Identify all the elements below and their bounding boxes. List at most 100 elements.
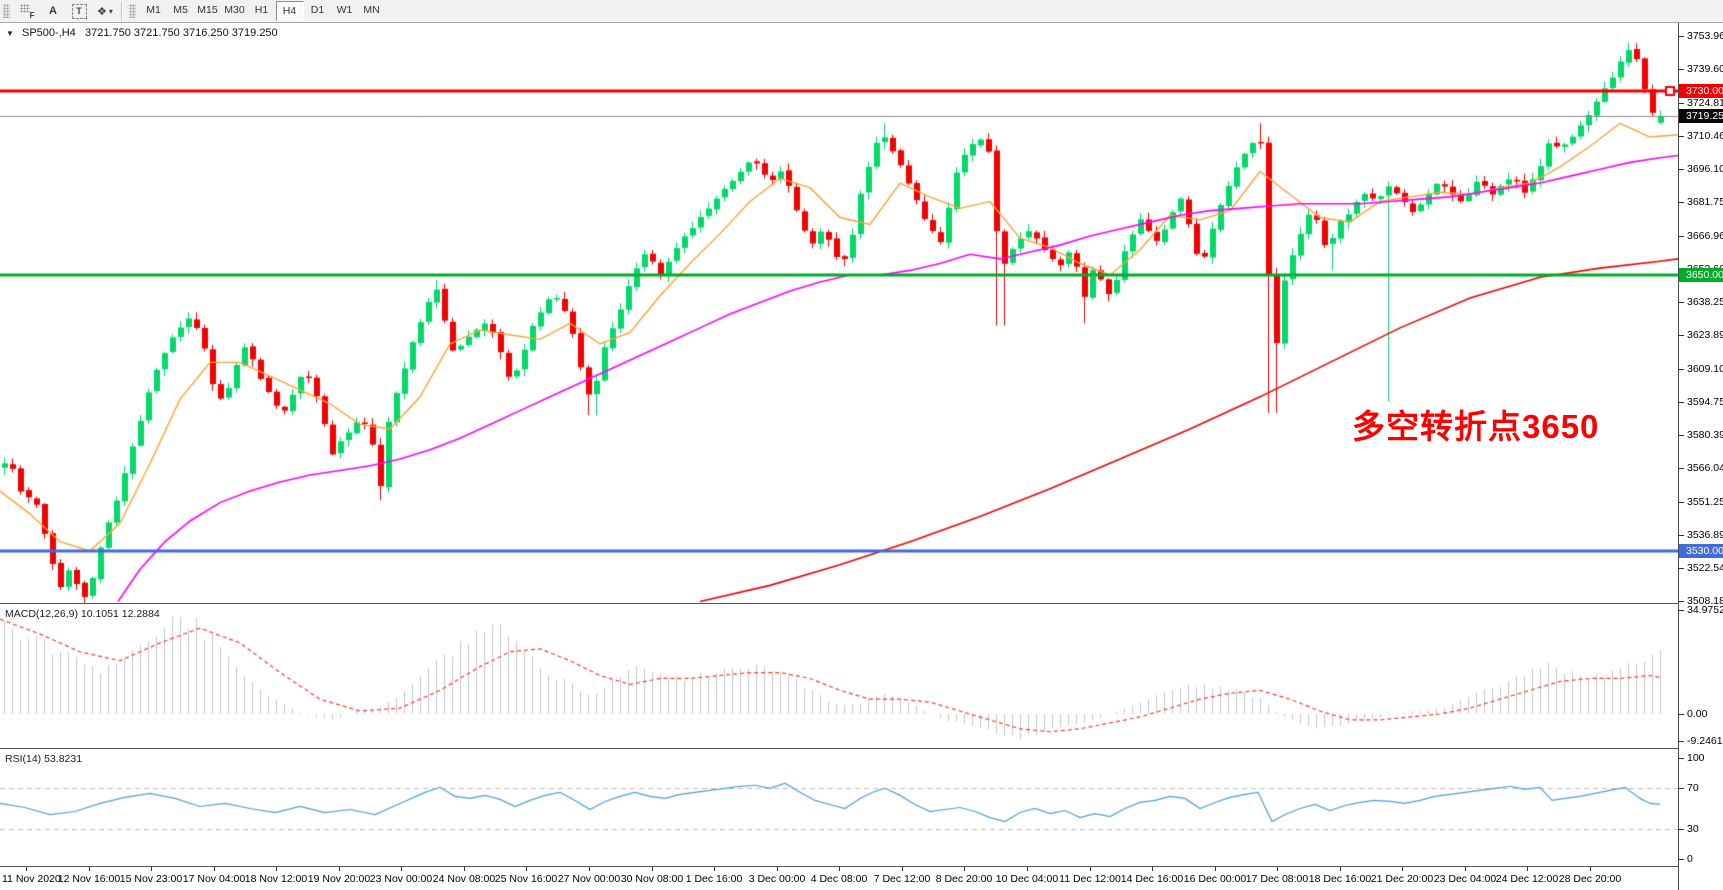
- price-tick-label: 3536.895: [1687, 529, 1723, 541]
- time-tick: [1340, 867, 1341, 871]
- axis-tick: [1679, 103, 1684, 104]
- panel-separator[interactable]: [0, 603, 1723, 604]
- toolbar: F A T ❖ ▾ M1 M5 M15 M30 H1 H4 D1 W1 MN: [0, 0, 1723, 23]
- time-tick-label: 18 Nov 12:00: [244, 873, 308, 885]
- price-tick-label: 3623.895: [1687, 329, 1723, 341]
- price-tick-label: 3594.750: [1687, 396, 1723, 408]
- chart-title: ▼ SP500-,H4 3721.750 3721.750 3716.250 3…: [6, 27, 278, 39]
- chart-window-icon: F: [19, 4, 35, 20]
- timeframe-button-W1[interactable]: W1: [336, 4, 353, 16]
- rsi-tick-label: 0: [1687, 853, 1693, 865]
- axis-tick: [1679, 202, 1684, 203]
- axis-tick: [1679, 610, 1684, 611]
- timeframe-button-M5[interactable]: M5: [173, 4, 188, 16]
- time-tick: [526, 867, 527, 871]
- toolbar-drag-handle[interactable]: [3, 4, 10, 18]
- axis-tick: [1679, 788, 1684, 789]
- time-tick-label: 12 Nov 16:00: [57, 873, 121, 885]
- time-tick: [276, 867, 277, 871]
- axis-tick: [1679, 236, 1684, 237]
- axis-tick: [1679, 369, 1684, 370]
- time-tick: [839, 867, 840, 871]
- chart-window-tool-button[interactable]: F: [14, 2, 40, 20]
- price-tick-label: 3724.815: [1687, 97, 1723, 109]
- shapes-tool-button[interactable]: ❖ ▾: [92, 2, 118, 20]
- chart-annotation-text[interactable]: 多空转折点3650: [1352, 408, 1600, 445]
- time-tick: [777, 867, 778, 871]
- axis-tick: [1679, 601, 1684, 602]
- text-a-icon: A: [49, 5, 57, 17]
- time-tick: [589, 867, 590, 871]
- time-tick: [1152, 867, 1153, 871]
- panel-separator: [0, 866, 1723, 867]
- text-label-icon: T: [71, 3, 87, 19]
- ohlc-values-label: 3721.750 3721.750 3716.250 3719.250: [84, 27, 278, 39]
- time-tick-label: 23 Nov 00:00: [369, 873, 433, 885]
- time-tick-label: 8 Dec 20:00: [935, 873, 993, 885]
- timeframe-button-group: M1 M5 M15 M30 H1 H4 D1 W1 MN: [140, 1, 385, 21]
- axis-tick: [1679, 36, 1684, 37]
- price-tick-label: 3609.105: [1687, 363, 1723, 375]
- time-tick-label: 21 Dec 20:00: [1370, 873, 1434, 885]
- price-tick-label: 3638.250: [1687, 296, 1723, 308]
- rsi-indicator-label: RSI(14) 53.8231: [5, 753, 83, 765]
- timeframe-button-MN[interactable]: MN: [363, 4, 380, 16]
- price-tick-label: 3508.185: [1687, 595, 1723, 607]
- timeframe-button-H1[interactable]: H1: [254, 4, 269, 16]
- time-tick: [151, 867, 152, 871]
- shapes-icon: ❖: [97, 5, 107, 18]
- macd-indicator-label: MACD(12,26,9) 10.1051 12.2884: [5, 608, 160, 620]
- time-tick-label: 16 Dec 00:00: [1183, 873, 1247, 885]
- collapse-triangle-icon[interactable]: ▼: [6, 29, 14, 38]
- time-axis[interactable]: 11 Nov 2020 12 Nov 16:00 15 Nov 23:00 17 No…: [0, 867, 1678, 890]
- time-tick-label: 15 Nov 23:00: [119, 873, 183, 885]
- axis-tick: [1679, 335, 1684, 336]
- time-tick: [339, 867, 340, 871]
- rsi-tick-label: 30: [1687, 823, 1699, 835]
- axis-tick: [1679, 169, 1684, 170]
- axis-tick: [1679, 136, 1684, 137]
- axis-tick: [1679, 69, 1684, 70]
- macd-panel-canvas[interactable]: [0, 604, 1678, 748]
- timeframe-button-M30[interactable]: M30: [224, 4, 245, 16]
- time-tick: [214, 867, 215, 871]
- time-tick: [401, 867, 402, 871]
- time-tick: [902, 867, 903, 871]
- label-tool-button[interactable]: T: [66, 2, 92, 20]
- price-tick-label: 3681.750: [1687, 196, 1723, 208]
- timeframe-button-D1[interactable]: D1: [310, 4, 325, 16]
- time-tick: [714, 867, 715, 871]
- panel-separator[interactable]: [0, 748, 1723, 749]
- time-tick-label: 27 Nov 00:00: [557, 873, 621, 885]
- axis-tick: [1679, 714, 1684, 715]
- time-tick: [1465, 867, 1466, 871]
- time-tick-label: 30 Nov 08:00: [620, 873, 684, 885]
- time-tick: [26, 867, 27, 871]
- rsi-panel-canvas[interactable]: [0, 749, 1678, 866]
- axis-tick: [1679, 829, 1684, 830]
- time-tick-label: 28 Dec 20:00: [1558, 873, 1622, 885]
- macd-tick-label: 0.00: [1687, 708, 1708, 720]
- symbol-period-label: SP500-,H4: [21, 27, 76, 39]
- axis-tick: [1679, 302, 1684, 303]
- time-tick-label: 23 Dec 04:00: [1433, 873, 1497, 885]
- time-tick-label: 10 Dec 04:00: [995, 873, 1059, 885]
- time-tick-label: 25 Nov 16:00: [494, 873, 558, 885]
- time-tick-label: 7 Dec 12:00: [873, 873, 931, 885]
- time-tick-label: 17 Dec 08:00: [1245, 873, 1309, 885]
- price-axis[interactable]: 3753.960 3739.605 3724.815 3710.460 3696.105…: [1678, 23, 1723, 890]
- timeframe-group-handle[interactable]: [129, 4, 136, 18]
- axis-tick: [1679, 402, 1684, 403]
- timeframe-button-M1[interactable]: M1: [146, 4, 161, 16]
- text-tool-button[interactable]: A: [40, 2, 66, 20]
- time-tick: [1090, 867, 1091, 871]
- rsi-tick-label: 70: [1687, 782, 1699, 794]
- price-tick-label: 3666.960: [1687, 230, 1723, 242]
- timeframe-button-H4[interactable]: H4: [275, 1, 304, 21]
- timeframe-button-M15[interactable]: M15: [197, 4, 218, 16]
- dropdown-caret-icon: ▾: [108, 6, 113, 16]
- price-chart-canvas[interactable]: [0, 23, 1678, 603]
- axis-tick: [1679, 758, 1684, 759]
- axis-tick: [1679, 435, 1684, 436]
